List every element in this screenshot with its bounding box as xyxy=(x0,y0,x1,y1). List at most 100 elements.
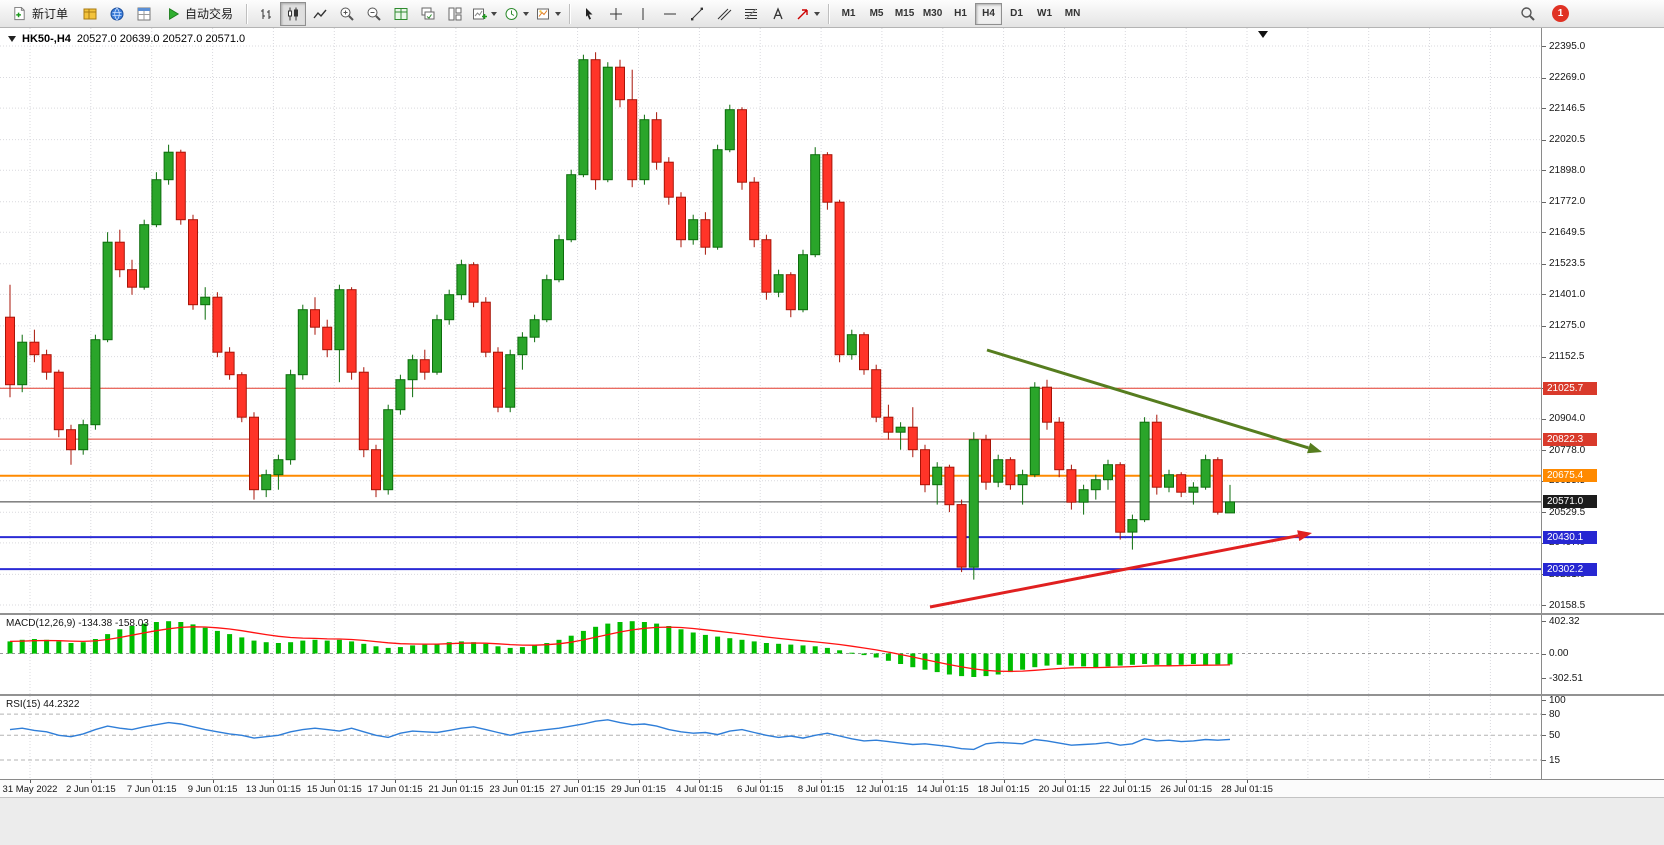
zoom-out-button[interactable] xyxy=(361,2,387,26)
data-window-button[interactable] xyxy=(131,2,157,26)
candle xyxy=(1103,464,1113,481)
zoom-in-button[interactable] xyxy=(334,2,360,26)
candle xyxy=(297,309,308,376)
timeframe-m5-button[interactable]: M5 xyxy=(863,3,890,25)
candle xyxy=(236,374,247,418)
new-chart-button[interactable] xyxy=(469,2,500,26)
main-chart-canvas[interactable] xyxy=(0,28,1541,613)
fibonacci-icon xyxy=(745,8,758,19)
new-order-button[interactable]: 新订单 xyxy=(4,2,76,26)
axis-tick xyxy=(1542,77,1546,79)
crosshair-icon xyxy=(610,7,623,20)
axis-tick xyxy=(1542,450,1546,452)
autotrading-button[interactable]: 自动交易 xyxy=(158,2,241,26)
axis-label: 21401.0 xyxy=(1549,288,1586,300)
time-tick xyxy=(821,780,823,783)
price-tag: 20675.4 xyxy=(1543,469,1597,483)
arrows-tool-button[interactable] xyxy=(792,2,823,26)
time-label: 4 Jul 01:15 xyxy=(676,784,723,795)
candle xyxy=(1054,421,1065,471)
time-tick xyxy=(1003,780,1005,783)
axis-tick xyxy=(1542,418,1546,420)
timeframe-h1-button[interactable]: H1 xyxy=(947,3,974,25)
arrange-windows-button[interactable] xyxy=(442,2,468,26)
time-axis[interactable]: 31 May 2022 2 Jun 01:15 7 Jun 01:15 9 Jun 0… xyxy=(0,779,1664,797)
line-chart-button[interactable] xyxy=(307,2,333,26)
candle xyxy=(493,351,503,408)
notification-badge[interactable]: 1 xyxy=(1552,5,1569,22)
candle xyxy=(517,336,528,356)
toolbar-separator xyxy=(569,3,572,24)
fibonacci-tool-button[interactable] xyxy=(738,2,764,26)
timeframe-mn-button[interactable]: MN xyxy=(1059,3,1086,25)
axis-tick xyxy=(1542,325,1546,327)
axis-tick xyxy=(1542,678,1546,679)
axis-tick xyxy=(1542,201,1546,203)
candle xyxy=(371,449,381,491)
timeframe-m15-button[interactable]: M15 xyxy=(891,3,918,25)
candle xyxy=(1139,421,1150,521)
price-tag: 20302.2 xyxy=(1543,562,1597,576)
downtrend-arrow[interactable] xyxy=(986,348,1322,454)
channel-icon xyxy=(717,8,732,20)
candle xyxy=(639,119,650,181)
axis-label: 20529.5 xyxy=(1549,506,1586,518)
candle xyxy=(249,416,259,491)
templates-button[interactable] xyxy=(533,2,564,26)
candle xyxy=(846,334,857,356)
cursor-tool-button[interactable] xyxy=(576,2,602,26)
data-window-icon xyxy=(137,7,151,20)
tile-windows-button[interactable] xyxy=(388,2,414,26)
market-watch-button[interactable] xyxy=(77,2,103,26)
candle xyxy=(1225,501,1235,514)
community-button[interactable] xyxy=(104,2,130,26)
time-tick xyxy=(1125,780,1127,783)
bar-chart-button[interactable] xyxy=(253,2,279,26)
search-button[interactable] xyxy=(1515,2,1541,26)
time-tick xyxy=(699,780,701,783)
candle xyxy=(663,161,674,198)
timeframe-d1-button[interactable]: D1 xyxy=(1003,3,1030,25)
uptrend-arrow[interactable] xyxy=(929,530,1312,609)
candlestick-chart-button[interactable] xyxy=(280,1,307,26)
candle xyxy=(1066,469,1077,503)
panel-splitter[interactable] xyxy=(0,694,1664,696)
community-icon xyxy=(110,7,124,20)
time-label: 29 Jun 01:15 xyxy=(611,784,666,795)
timeframe-w1-button[interactable]: W1 xyxy=(1031,3,1058,25)
trendline-tool-button[interactable] xyxy=(684,2,710,26)
new-order-icon xyxy=(14,6,25,21)
candle xyxy=(66,429,76,451)
candle xyxy=(224,351,235,376)
horizontal-line-tool-button[interactable] xyxy=(657,2,683,26)
timeframe-h4-button[interactable]: H4 xyxy=(975,2,1003,25)
candle xyxy=(920,449,930,486)
horizontal-line-icon xyxy=(664,13,677,14)
vertical-line-icon xyxy=(642,7,644,20)
chart-shift-marker-icon[interactable] xyxy=(1258,31,1268,38)
arrange-windows-icon xyxy=(448,7,462,20)
candle xyxy=(932,466,943,486)
candle xyxy=(1176,474,1187,493)
panel-splitter[interactable] xyxy=(0,613,1664,615)
macd-panel-canvas[interactable] xyxy=(0,615,1541,694)
timeframe-m30-button[interactable]: M30 xyxy=(919,3,946,25)
vertical-line-tool-button[interactable] xyxy=(630,2,656,26)
price-scale[interactable]: 22395.0 22269.0 22146.5 22020.5 21898.0 21772… xyxy=(1541,28,1664,779)
one-click-trading-arrow-icon[interactable] xyxy=(8,36,16,42)
axis-label: 100 xyxy=(1549,694,1566,706)
periods-button[interactable] xyxy=(501,2,532,26)
text-tool-button[interactable] xyxy=(765,2,791,26)
crosshair-tool-button[interactable] xyxy=(603,2,629,26)
channel-tool-button[interactable] xyxy=(711,2,737,26)
zoom-in-icon xyxy=(340,7,354,21)
time-tick xyxy=(516,780,518,783)
candle xyxy=(505,354,516,408)
candle xyxy=(871,369,882,418)
candle xyxy=(1188,486,1199,493)
candle xyxy=(907,426,918,451)
cascade-windows-button[interactable] xyxy=(415,2,441,26)
time-tick xyxy=(577,780,579,783)
rsi-panel-canvas[interactable] xyxy=(0,696,1541,779)
timeframe-m1-button[interactable]: M1 xyxy=(835,3,862,25)
